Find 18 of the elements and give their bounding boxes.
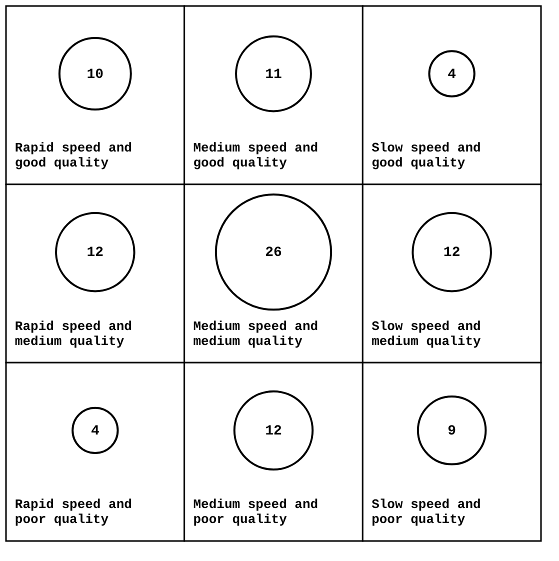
- data-label: 11: [265, 66, 282, 83]
- data-label: 12: [443, 245, 460, 262]
- data-label: 9: [448, 423, 456, 440]
- category-label: Medium speed and good quality: [193, 140, 318, 171]
- data-label: 12: [265, 423, 282, 440]
- category-label: Rapid speed and medium quality: [14, 318, 132, 349]
- data-label: 4: [448, 66, 456, 83]
- category-label: Rapid speed and poor quality: [14, 497, 132, 528]
- data-label: 26: [265, 245, 282, 262]
- category-label: Slow speed and good quality: [372, 140, 481, 171]
- category-label: Rapid speed and good quality: [14, 140, 132, 171]
- data-label: 4: [90, 423, 100, 440]
- category-label: Slow speed and medium quality: [372, 318, 481, 349]
- data-label: 10: [86, 66, 104, 83]
- data-label: 12: [86, 245, 104, 262]
- category-label: Slow speed and poor quality: [372, 497, 481, 528]
- category-label: Medium speed and medium quality: [193, 318, 318, 349]
- category-label: Medium speed and poor quality: [193, 497, 318, 528]
